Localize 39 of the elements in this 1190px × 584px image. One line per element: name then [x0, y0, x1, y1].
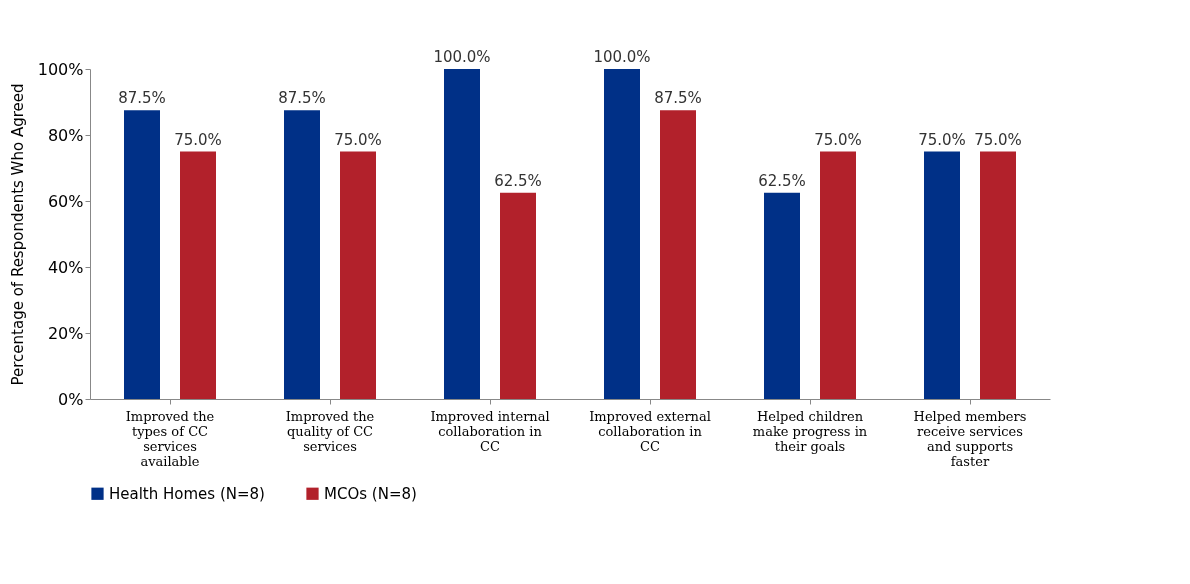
- y-tick-label: 80%: [47, 125, 84, 145]
- y-tick-label: 40%: [47, 257, 84, 277]
- data-label: 75.0%: [974, 130, 1022, 149]
- x-tick-label: Improved the quality of CC services: [285, 408, 375, 454]
- bar: [124, 110, 160, 399]
- y-axis-title: Percentage of Respondents Who Agreed: [8, 83, 27, 386]
- bar: [764, 192, 800, 399]
- data-label: 75.0%: [334, 130, 382, 149]
- x-tick-label: Helped children make progress in their goals: [752, 408, 868, 454]
- data-label: 62.5%: [494, 171, 542, 190]
- bar: [924, 151, 960, 399]
- data-label: 75.0%: [174, 130, 222, 149]
- data-label: 75.0%: [918, 130, 966, 149]
- bar: [980, 151, 1016, 399]
- y-tick-label: 100%: [37, 59, 84, 79]
- bar: [340, 151, 376, 399]
- data-label: 87.5%: [118, 89, 166, 108]
- bar: [444, 69, 480, 399]
- data-label: 87.5%: [278, 89, 326, 108]
- x-tick-label: Improved the types of CC services available: [125, 408, 215, 469]
- y-tick-label: 0%: [58, 389, 84, 409]
- x-tick-label: Improved internal collaboration in CC: [430, 408, 550, 454]
- x-tick-label: Improved external collaboration in CC: [589, 408, 711, 454]
- bar: [284, 110, 320, 399]
- bar: [604, 69, 640, 399]
- data-label: 87.5%: [654, 89, 702, 108]
- data-label: 62.5%: [758, 171, 806, 190]
- legend-label: MCOs (N=8): [324, 484, 417, 503]
- legend-label: Health Homes (N=8): [109, 484, 265, 503]
- data-label: 100.0%: [593, 48, 651, 66]
- y-tick-label: 20%: [47, 323, 84, 343]
- bar: [660, 110, 696, 399]
- bar: [820, 151, 856, 399]
- data-label: 100.0%: [433, 48, 491, 66]
- bar: [500, 192, 536, 399]
- data-label: 75.0%: [814, 130, 862, 149]
- x-tick-label: Helped members receive services and supports faster: [913, 408, 1027, 469]
- bar: [180, 151, 216, 399]
- y-tick-label: 60%: [47, 191, 84, 211]
